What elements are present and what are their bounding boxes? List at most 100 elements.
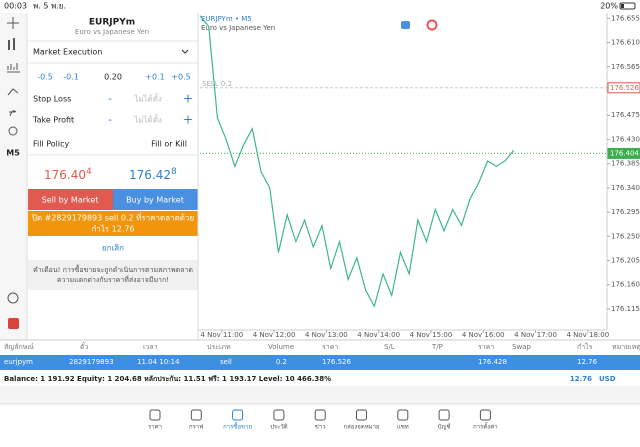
volume[interactable]: 0.20 bbox=[104, 73, 122, 82]
left-toolbar bbox=[0, 13, 27, 340]
order-description: Euro vs Japanese Yen bbox=[75, 28, 149, 36]
app-icon[interactable] bbox=[8, 318, 19, 329]
ask-price: 176.428 bbox=[129, 167, 177, 182]
tab-icon[interactable] bbox=[397, 409, 409, 421]
y-tick-label: 176.475 bbox=[611, 111, 640, 119]
stop-loss-minus[interactable]: - bbox=[108, 92, 112, 105]
candles-icon[interactable] bbox=[8, 38, 15, 50]
signal-icon[interactable] bbox=[426, 19, 438, 31]
table-cell: 176.428 bbox=[478, 358, 507, 366]
crosshair-icon[interactable] bbox=[7, 17, 19, 29]
tab-label[interactable]: บัญชี bbox=[438, 423, 451, 431]
chart-title: EURJPYm • M5 bbox=[201, 15, 252, 23]
table-header: กำไร bbox=[577, 342, 593, 351]
x-tick-label: 4 Nov 18:00 bbox=[566, 331, 609, 339]
tab-icon[interactable] bbox=[438, 409, 450, 421]
balance-currency: USD bbox=[599, 375, 616, 383]
warning-line: ความแตกต่างกับราคาที่ส่งอาจมีมาก! bbox=[57, 275, 169, 284]
confirm-line[interactable]: กำไร 12.76 bbox=[91, 225, 134, 234]
tab-icon[interactable] bbox=[190, 409, 202, 421]
sell-button[interactable] bbox=[28, 189, 113, 210]
status-bar bbox=[0, 0, 640, 13]
trade-icon[interactable] bbox=[401, 21, 410, 29]
tab-label[interactable]: ประวัติ bbox=[270, 424, 288, 431]
tab-label[interactable]: กราฟ bbox=[189, 424, 203, 431]
tab-label[interactable]: กล่องจดหมาย bbox=[343, 424, 379, 431]
table-header: Volume bbox=[268, 343, 294, 351]
fill-policy-value[interactable]: Fill or Kill bbox=[151, 140, 187, 149]
table-cell: sell bbox=[220, 358, 232, 366]
objects-icon[interactable] bbox=[7, 88, 19, 96]
take-profit-label: Take Profit bbox=[32, 116, 74, 125]
timeframe[interactable]: M5 bbox=[6, 149, 20, 158]
tab-label[interactable]: การซื้อขาย bbox=[223, 421, 252, 431]
status-time: 00:03 bbox=[4, 2, 27, 11]
y-tick-label: 176.565 bbox=[611, 63, 640, 71]
positions-table: สัญลักษณ์ ตั๋ว เวลา ประเภท Volume ราคา S/L T/P ร… bbox=[4, 342, 640, 366]
execution[interactable]: Market Execution bbox=[33, 48, 102, 57]
price-tag bbox=[607, 147, 640, 159]
tab-label[interactable]: ข่าว bbox=[315, 424, 326, 431]
table-header: สัญลักษณ์ bbox=[4, 343, 34, 351]
tab-icon[interactable] bbox=[232, 409, 244, 421]
table-header: เวลา bbox=[143, 343, 158, 351]
take-profit-minus[interactable]: - bbox=[108, 113, 112, 126]
tab-icon[interactable] bbox=[149, 409, 161, 421]
chart-subtitle: Euro vs Japanese Yen bbox=[201, 24, 275, 32]
selected-row[interactable] bbox=[0, 355, 640, 370]
x-tick-label: 4 Nov 12:00 bbox=[253, 331, 296, 339]
volume-step[interactable]: +0.1 bbox=[145, 73, 164, 82]
x-tick-label: 4 Nov 13:00 bbox=[305, 331, 348, 339]
order-line-label: SELL 0.2 bbox=[202, 80, 232, 88]
tab-label[interactable]: การตั้งค่า bbox=[473, 421, 497, 431]
confirm-line[interactable]: ปิด #2829179893 sell 0.2 ที่ราคาตลาดด้วย bbox=[31, 212, 194, 223]
balance-profit: 12.76 bbox=[570, 375, 592, 383]
battery-icon bbox=[619, 2, 636, 10]
plot: 176.655176.610176.565176.520176.475176.4… bbox=[199, 14, 640, 339]
table-header: ราคา bbox=[322, 343, 338, 351]
x-tick-label: 4 Nov 14:00 bbox=[357, 331, 400, 339]
stop-loss-value[interactable]: ไม่ได้ตั้ง bbox=[133, 93, 162, 104]
x-tick-label: 4 Nov 17:00 bbox=[514, 331, 557, 339]
table-cell: 2829179893 bbox=[69, 358, 114, 366]
order-symbol[interactable]: EURJPYm bbox=[89, 18, 135, 28]
indicators-icon[interactable] bbox=[7, 63, 20, 73]
volume-step[interactable]: -0.5 bbox=[37, 73, 53, 82]
tab-icon[interactable] bbox=[314, 409, 326, 421]
table-cell: 0.2 bbox=[276, 358, 287, 366]
take-profit-plus[interactable]: + bbox=[183, 113, 193, 127]
y-tick-label: 176.295 bbox=[611, 208, 640, 216]
tab-icon[interactable] bbox=[356, 409, 367, 421]
tab-icon[interactable] bbox=[479, 409, 491, 421]
sell-button-label[interactable]: Sell by Market bbox=[42, 196, 99, 205]
buy-button[interactable] bbox=[113, 189, 198, 210]
table-header: หมายเหตุ bbox=[612, 343, 640, 351]
price-tag-label: 176.404 bbox=[610, 149, 639, 157]
volume-step[interactable]: +0.5 bbox=[171, 73, 190, 82]
tab-icon[interactable] bbox=[273, 409, 285, 421]
tab-label[interactable]: แชท bbox=[397, 424, 409, 431]
bid-main: 176.40 bbox=[44, 168, 86, 182]
buy-button-label[interactable]: Buy by Market bbox=[126, 196, 184, 205]
take-profit-value[interactable]: ไม่ได้ตั้ง bbox=[133, 114, 162, 125]
search-icon[interactable] bbox=[7, 292, 19, 304]
cancel-button[interactable]: ยกเลิก bbox=[102, 244, 124, 253]
table-cell: 11.04 10:14 bbox=[137, 358, 180, 366]
confirm-button[interactable] bbox=[28, 211, 198, 236]
fill-policy-label: Fill Policy bbox=[33, 140, 70, 149]
volume-step[interactable]: -0.1 bbox=[63, 73, 79, 82]
stop-loss-label: Stop Loss bbox=[33, 95, 71, 104]
function-icon[interactable] bbox=[9, 110, 17, 117]
shapes-icon[interactable] bbox=[8, 126, 18, 136]
stop-loss-plus[interactable]: + bbox=[183, 92, 193, 106]
tab-bar: ราคา กราฟ การซื้อขาย ประวัติ ข่าว กล่องจดหมาย… bbox=[148, 409, 498, 431]
price-tag-label: 176.526 bbox=[610, 84, 639, 92]
y-tick-label: 176.610 bbox=[611, 39, 640, 47]
table-header: ประเภท bbox=[207, 343, 231, 351]
y-tick-label: 176.385 bbox=[611, 160, 640, 168]
x-tick-label: 4 Nov 15:00 bbox=[410, 331, 453, 339]
tab-label[interactable]: ราคา bbox=[148, 424, 162, 431]
battery-level bbox=[621, 4, 624, 8]
table-header: T/P bbox=[431, 343, 443, 351]
